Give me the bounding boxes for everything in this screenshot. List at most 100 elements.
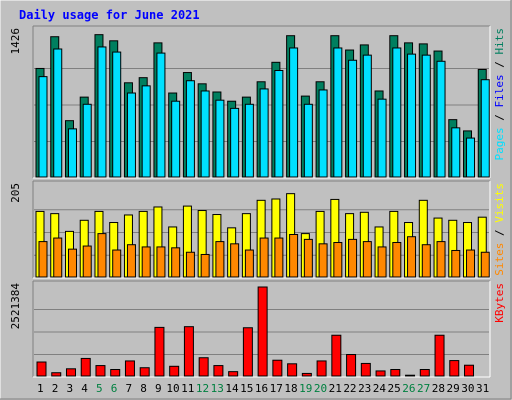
x-tick-label: 15 — [240, 382, 253, 395]
bar-sites-21 — [333, 241, 343, 278]
bar-files-13 — [215, 99, 225, 178]
bar-files-17 — [274, 69, 284, 178]
bar-files-3 — [67, 128, 77, 178]
legend-sites: Sites — [493, 243, 506, 276]
bar-files-1 — [38, 76, 48, 178]
y-max-label: 205 — [9, 183, 22, 203]
bar-files-30 — [466, 137, 476, 178]
bar-sites-18 — [289, 233, 299, 278]
bar-files-20 — [318, 89, 328, 178]
bar-sites-11 — [185, 251, 195, 278]
bar-sites-24 — [377, 246, 387, 278]
bar-sites-13 — [215, 241, 225, 278]
bar-sites-1 — [38, 241, 48, 278]
bar-sites-26 — [407, 236, 417, 278]
bar-kbytes-13 — [213, 365, 224, 377]
x-tick-label: 28 — [432, 382, 445, 395]
bar-files-25 — [392, 47, 402, 178]
bar-files-18 — [289, 47, 299, 178]
x-tick-label: 17 — [270, 382, 283, 395]
y-max-label: 2521384 — [9, 283, 22, 330]
bar-kbytes-1 — [36, 361, 47, 377]
bar-kbytes-8 — [139, 367, 150, 377]
x-tick-label: 9 — [155, 382, 162, 395]
y-max-label: 1426 — [9, 28, 22, 55]
legend-pages: Pages — [493, 127, 506, 160]
panel-legend: KBytes — [493, 283, 506, 323]
x-tick-label: 5 — [96, 382, 103, 395]
bar-sites-3 — [67, 248, 77, 278]
bar-sites-31 — [480, 251, 490, 278]
bar-kbytes-22 — [346, 354, 357, 377]
bar-files-29 — [451, 127, 461, 178]
bar-files-8 — [141, 85, 151, 178]
bar-files-7 — [126, 92, 136, 178]
x-tick-label: 12 — [196, 382, 209, 395]
x-tick-label: 29 — [447, 382, 460, 395]
bar-kbytes-12 — [198, 357, 209, 377]
bar-kbytes-20 — [316, 360, 327, 377]
x-tick-label: 14 — [225, 382, 239, 395]
bar-sites-17 — [274, 237, 284, 278]
bar-files-9 — [156, 52, 166, 178]
bar-sites-10 — [171, 247, 181, 278]
bar-sites-23 — [362, 241, 372, 278]
legend-files: Files — [493, 74, 506, 107]
bar-kbytes-26 — [405, 374, 416, 377]
bar-sites-22 — [348, 238, 358, 278]
bar-files-27 — [421, 54, 431, 178]
legend-kbytes: KBytes — [493, 283, 506, 323]
bar-kbytes-28 — [434, 334, 445, 377]
bar-kbytes-19 — [301, 372, 312, 377]
x-tick-label: 6 — [111, 382, 118, 395]
x-tick-label: 4 — [81, 382, 88, 395]
x-tick-label: 20 — [314, 382, 327, 395]
bar-sites-4 — [82, 245, 92, 278]
bar-kbytes-7 — [124, 360, 135, 377]
bar-sites-9 — [156, 246, 166, 278]
bar-files-10 — [171, 100, 181, 178]
bar-kbytes-10 — [169, 365, 180, 377]
bar-kbytes-23 — [360, 362, 371, 377]
legend-hits: Hits — [493, 28, 506, 55]
bar-kbytes-11 — [183, 326, 194, 377]
bar-kbytes-21 — [331, 334, 342, 377]
x-tick-label: 24 — [373, 382, 387, 395]
x-tick-label: 1 — [37, 382, 44, 395]
bar-files-28 — [436, 60, 446, 178]
bar-files-23 — [362, 54, 372, 178]
x-tick-label: 2 — [52, 382, 59, 395]
x-tick-label: 10 — [166, 382, 179, 395]
x-tick-label: 25 — [388, 382, 401, 395]
bar-kbytes-4 — [80, 357, 91, 377]
bar-files-2 — [53, 48, 63, 178]
bar-sites-7 — [126, 244, 136, 278]
bar-sites-16 — [259, 237, 269, 278]
legend-separator: / — [493, 55, 506, 75]
bar-sites-8 — [141, 246, 151, 278]
bar-kbytes-24 — [375, 370, 386, 377]
chart-panels: 1426 Pages / Files / Hits 205 Sites / Visit… — [9, 25, 506, 378]
x-tick-label: 26 — [402, 382, 415, 395]
x-axis-labels: 1 2 3 4 5 6 7 8 9 10 11 12 13 14 15 16 17 18 19 20 21 22 23 24 2… — [37, 382, 489, 395]
legend-visits: Visits — [493, 183, 506, 223]
x-tick-label: 30 — [461, 382, 474, 395]
bar-kbytes-27 — [419, 369, 430, 377]
bar-sites-25 — [392, 241, 402, 278]
bar-files-5 — [97, 46, 107, 178]
bar-files-19 — [303, 103, 313, 178]
x-tick-label: 19 — [299, 382, 312, 395]
bar-sites-28 — [436, 241, 446, 278]
bar-kbytes-29 — [449, 360, 460, 377]
bar-files-22 — [348, 59, 358, 178]
bar-kbytes-18 — [287, 363, 298, 377]
x-tick-label: 31 — [476, 382, 489, 395]
bar-files-26 — [407, 53, 417, 178]
x-tick-label: 21 — [329, 382, 342, 395]
bar-files-16 — [259, 88, 269, 178]
panel-legend: Sites / Visits — [493, 183, 506, 276]
bar-files-12 — [200, 90, 210, 178]
x-tick-label: 8 — [140, 382, 147, 395]
panel-visits-sites: 205 Sites / Visits — [9, 180, 506, 279]
